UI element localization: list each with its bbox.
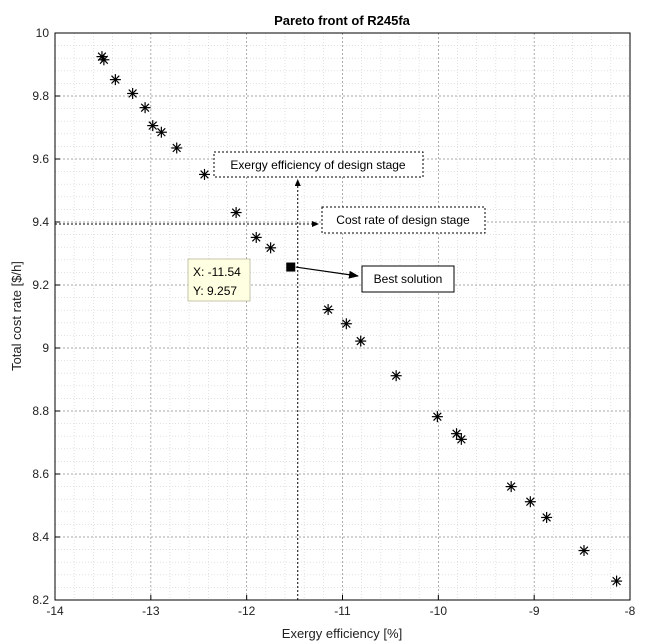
data-point <box>230 207 242 219</box>
best-solution-box <box>361 265 455 293</box>
chart-title: Pareto front of R245fa <box>274 13 411 28</box>
data-point <box>109 74 121 86</box>
asterisk-stroke <box>457 435 466 444</box>
y-tick-label: 9.6 <box>32 152 49 166</box>
asterisk-stroke <box>506 482 516 491</box>
datatip-y: Y: 9.257 <box>193 284 237 298</box>
data-point <box>611 575 623 587</box>
best-solution-marker <box>286 262 296 272</box>
data-point <box>524 496 536 508</box>
data-point <box>505 481 517 493</box>
x-tick-label: -13 <box>142 604 160 618</box>
data-point <box>139 102 151 114</box>
asterisk-stroke <box>200 170 209 179</box>
asterisk-stroke <box>542 513 551 522</box>
asterisk-stroke <box>323 305 333 314</box>
asterisk-stroke <box>140 103 150 112</box>
data-point <box>265 242 277 254</box>
x-tick-label: -8 <box>625 604 636 618</box>
best-solution-label: Best solution <box>374 272 443 286</box>
asterisk-stroke <box>172 143 182 153</box>
x-axis-label: Exergy efficiency [%] <box>282 626 402 641</box>
asterisk-stroke <box>391 371 401 381</box>
asterisk-stroke <box>526 497 535 507</box>
y-tick-label: 9.4 <box>32 215 49 229</box>
y-axis-label: Total cost rate [$/h] <box>9 261 24 371</box>
y-tick-label: 8.4 <box>32 530 49 544</box>
y-tick-label: 9 <box>42 341 49 355</box>
data-point <box>578 545 590 557</box>
asterisk-stroke <box>579 546 589 555</box>
data-points <box>96 51 623 587</box>
data-point <box>451 428 463 440</box>
data-point <box>127 87 139 99</box>
y-tick-label: 9.2 <box>32 278 49 292</box>
data-point <box>96 51 108 63</box>
asterisk-stroke <box>128 89 137 98</box>
best-solution-arrow <box>295 266 359 279</box>
data-point <box>455 433 467 445</box>
x-tick-label: -9 <box>529 604 540 618</box>
asterisk-stroke <box>231 208 241 217</box>
data-point <box>171 142 183 154</box>
data-point <box>199 168 210 180</box>
best-solution-group <box>286 262 296 272</box>
y-tick-label: 8.6 <box>32 467 49 481</box>
asterisk-stroke <box>251 233 261 242</box>
asterisk-stroke <box>266 243 275 253</box>
asterisk-stroke <box>148 121 158 130</box>
y-tick-label: 10 <box>36 26 50 40</box>
data-point <box>98 54 110 66</box>
data-point <box>147 120 159 132</box>
asterisk-stroke <box>99 55 109 65</box>
asterisk-stroke <box>157 127 166 137</box>
x-axis-ticks: -14 -13 -12 -11 -10 -9 -8 <box>46 595 636 618</box>
data-point <box>155 126 167 138</box>
y-tick-label: 8.8 <box>32 404 49 418</box>
asterisk-stroke <box>356 336 366 346</box>
datatip-x: X: -11.54 <box>193 265 241 279</box>
x-tick-label: -10 <box>430 604 448 618</box>
data-point <box>340 318 352 330</box>
design-stage-lines <box>55 179 319 600</box>
y-tick-label: 9.8 <box>32 89 49 103</box>
data-point <box>431 411 443 423</box>
x-tick-label: -12 <box>238 604 256 618</box>
x-tick-label: -14 <box>46 604 64 618</box>
data-point <box>322 304 334 316</box>
cost-design-label: Cost rate of design stage <box>336 213 470 227</box>
data-point <box>390 370 402 382</box>
asterisk-stroke <box>342 319 351 329</box>
exergy-design-box <box>213 151 424 178</box>
y-axis-ticks: 8.2 8.4 8.6 8.8 9 9.2 9.4 9.6 9.8 10 <box>32 26 60 607</box>
data-point <box>541 511 553 523</box>
cost-design-box <box>321 206 486 234</box>
y-tick-label: 8.2 <box>32 593 49 607</box>
data-point <box>355 335 367 347</box>
asterisk-stroke <box>612 576 621 586</box>
data-point <box>250 231 262 243</box>
asterisk-stroke <box>452 429 461 438</box>
x-tick-label: -11 <box>334 604 351 618</box>
datatip-box <box>187 258 251 302</box>
asterisk-stroke <box>433 412 442 421</box>
exergy-design-label: Exergy efficiency of design stage <box>230 158 406 172</box>
asterisk-stroke <box>111 75 120 84</box>
annotations: X: -11.54 Y: 9.257 Best solution Exergy eff… <box>187 151 486 302</box>
